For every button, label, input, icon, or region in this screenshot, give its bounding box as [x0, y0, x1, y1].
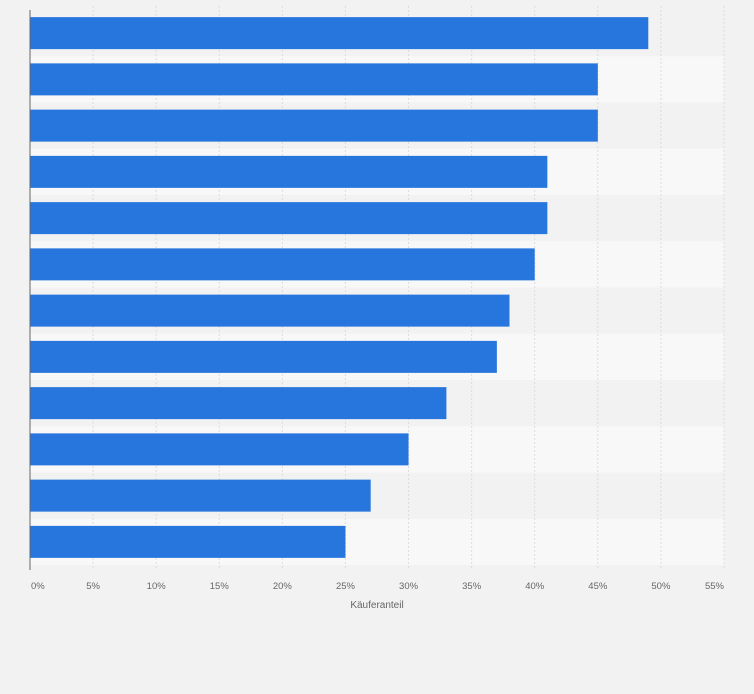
x-tick-label: 30% — [399, 581, 419, 592]
bar — [30, 387, 447, 420]
bars — [30, 17, 649, 558]
x-tick-labels: 0% 5% 10% 15% 20% 25% 30% 35% 40% 45% 50% 55% — [31, 581, 725, 592]
x-tick-label: 40% — [525, 581, 545, 592]
x-tick-label: 25% — [336, 581, 356, 592]
bar — [30, 294, 510, 327]
bar — [30, 17, 649, 50]
x-tick-label: 5% — [86, 581, 100, 592]
x-axis-label: Käuferanteil — [350, 600, 403, 611]
bar — [30, 340, 497, 373]
x-tick-label: 55% — [705, 581, 725, 592]
bar — [30, 155, 548, 188]
bar — [30, 109, 598, 142]
bar — [30, 525, 346, 558]
x-tick-label: 50% — [651, 581, 671, 592]
bar — [30, 248, 535, 281]
x-tick-label: 20% — [273, 581, 293, 592]
x-tick-label: 0% — [31, 581, 45, 592]
bar — [30, 479, 371, 512]
x-tick-label: 35% — [462, 581, 482, 592]
x-tick-label: 45% — [588, 581, 608, 592]
bar — [30, 433, 409, 466]
x-tick-label: 10% — [147, 581, 167, 592]
x-tick-label: 15% — [210, 581, 230, 592]
bar — [30, 202, 548, 235]
bar — [30, 63, 598, 96]
